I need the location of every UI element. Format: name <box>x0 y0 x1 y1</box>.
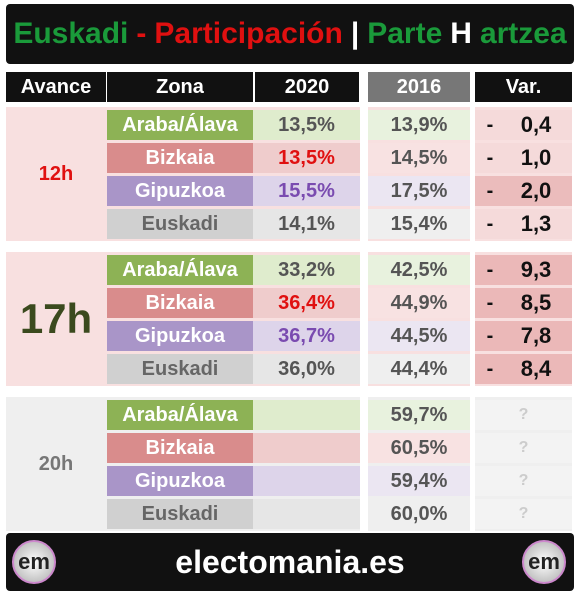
footer-bar: electomania.es <box>6 533 574 591</box>
value-2020: 33,2% <box>253 255 360 285</box>
variation: 2,0 <box>520 178 552 203</box>
value-2016: 13,9% <box>368 110 470 140</box>
zone: Gipuzkoa <box>107 466 253 496</box>
section-label: 17h <box>19 295 93 342</box>
variation: 1,3 <box>520 211 552 236</box>
title-part: Parte <box>367 17 443 50</box>
zone: Araba/Álava <box>107 400 253 430</box>
variation-bg <box>475 209 572 239</box>
value-2016: 60,5% <box>368 433 470 463</box>
value-2016: 59,7% <box>368 400 470 430</box>
variation: 8,4 <box>520 356 552 381</box>
value-2016: 59,4% <box>368 466 470 496</box>
value-2016: 44,5% <box>368 321 470 351</box>
variation-bg <box>475 400 572 430</box>
section-gap <box>470 397 475 531</box>
value-2020 <box>253 433 360 463</box>
value-2020 <box>253 499 360 529</box>
section-gap <box>470 107 475 241</box>
zone: Gipuzkoa <box>107 176 253 206</box>
value-2020: 36,4% <box>253 288 360 318</box>
value-2016: 44,9% <box>368 288 470 318</box>
zone: Euskadi <box>107 499 253 529</box>
value-2020: 36,7% <box>253 321 360 351</box>
value-2020: 15,5% <box>253 176 360 206</box>
variation: 7,8 <box>520 323 552 348</box>
zone: Euskadi <box>107 354 253 384</box>
variation: ? <box>518 505 529 522</box>
title-part: | <box>350 17 360 50</box>
section-gap <box>360 107 368 241</box>
section-label: 12h <box>38 162 74 185</box>
logo: em <box>12 540 56 584</box>
variation-sign: - <box>486 179 494 202</box>
column-header: Avance <box>6 72 106 102</box>
variation-bg <box>475 143 572 173</box>
section-label: 20h <box>38 452 74 475</box>
value-2016: 17,5% <box>368 176 470 206</box>
site: electomania.es <box>175 543 405 580</box>
zone: Araba/Álava <box>107 255 253 285</box>
zone: Euskadi <box>107 209 253 239</box>
title-part: Euskadi <box>13 17 129 50</box>
variation-bg <box>475 433 572 463</box>
value-2020 <box>253 400 360 430</box>
column-header: Zona <box>107 72 253 102</box>
variation-bg <box>475 321 572 351</box>
value-2016: 15,4% <box>368 209 470 239</box>
value-2020: 13,5% <box>253 110 360 140</box>
section-gap <box>360 397 368 531</box>
zone: Gipuzkoa <box>107 321 253 351</box>
column-header: 2020 <box>255 72 359 102</box>
variation-bg <box>475 354 572 384</box>
variation-sign: - <box>486 258 494 281</box>
column-header: Var. <box>475 72 572 102</box>
variation-sign: - <box>486 113 494 136</box>
zone: Bizkaia <box>107 433 253 463</box>
value-2016: 60,0% <box>368 499 470 529</box>
section-gap <box>360 252 368 386</box>
variation-sign: - <box>486 324 494 347</box>
variation: ? <box>518 472 529 489</box>
variation: 1,0 <box>520 145 552 170</box>
title-part: H <box>450 17 472 50</box>
title-part: Participación <box>154 17 343 50</box>
variation-bg <box>475 288 572 318</box>
variation: 0,4 <box>520 112 552 137</box>
logo: em <box>522 540 566 584</box>
value-2016: 44,4% <box>368 354 470 384</box>
variation: 8,5 <box>520 290 552 315</box>
value-2016: 42,5% <box>368 255 470 285</box>
value-2020: 36,0% <box>253 354 360 384</box>
value-2020: 14,1% <box>253 209 360 239</box>
variation-bg <box>475 110 572 140</box>
title-part: artzea <box>479 17 567 50</box>
variation-bg <box>475 499 572 529</box>
zone: Bizkaia <box>107 143 253 173</box>
variation-sign: - <box>486 146 494 169</box>
column-header: 2016 <box>368 72 470 102</box>
variation-sign: - <box>486 357 494 380</box>
value-2016: 14,5% <box>368 143 470 173</box>
variation: ? <box>518 406 529 423</box>
variation-bg <box>475 176 572 206</box>
variation-sign: - <box>486 291 494 314</box>
variation-bg <box>475 466 572 496</box>
value-2020 <box>253 466 360 496</box>
variation-bg <box>475 255 572 285</box>
variation: 9,3 <box>520 257 552 282</box>
variation-sign: - <box>486 212 494 235</box>
section-gap <box>470 252 475 386</box>
value-2020: 13,5% <box>253 143 360 173</box>
zone: Araba/Álava <box>107 110 253 140</box>
title-part: - <box>136 17 147 50</box>
variation: ? <box>518 439 529 456</box>
zone: Bizkaia <box>107 288 253 318</box>
